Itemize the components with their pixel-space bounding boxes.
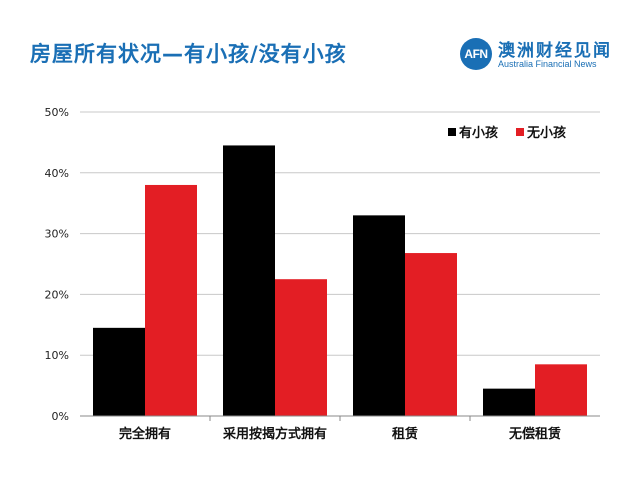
- x-category-label: 租赁: [392, 426, 418, 442]
- y-tick-label: 20%: [45, 288, 69, 301]
- bar-without-children: [275, 279, 327, 416]
- x-category-label: 无偿租赁: [508, 426, 561, 442]
- bars: [93, 145, 587, 416]
- legend-label: 无小孩: [526, 125, 566, 141]
- legend: 有小孩 无小孩: [448, 125, 566, 141]
- bar-without-children: [405, 253, 457, 416]
- y-tick-label: 0%: [52, 410, 69, 423]
- y-tick-label: 30%: [45, 228, 69, 241]
- y-tick-label: 50%: [45, 106, 69, 119]
- bar-with-children: [483, 388, 535, 416]
- brand-name: 澳洲财经见闻: [498, 41, 612, 61]
- legend-label: 有小孩: [459, 125, 498, 141]
- y-tick-label: 40%: [45, 167, 69, 180]
- x-axis-labels: 完全拥有 采用按揭方式拥有 租赁 无偿租赁: [119, 426, 561, 442]
- brand-block: AFN 澳洲财经见闻 Australia Financial News: [460, 38, 636, 72]
- bar-with-children: [93, 327, 145, 416]
- y-axis-ticks: 0% 10% 20% 30% 40% 50%: [45, 106, 69, 423]
- afn-logo-icon: AFN: [460, 38, 492, 70]
- legend-swatch: [516, 128, 524, 136]
- axes: [80, 415, 600, 421]
- bar-with-children: [223, 145, 275, 416]
- legend-swatch: [448, 128, 456, 136]
- bar-without-children: [145, 184, 197, 416]
- bar-without-children: [535, 364, 587, 416]
- y-tick-label: 10%: [45, 349, 69, 362]
- x-category-label: 采用按揭方式拥有: [222, 426, 327, 442]
- bar-with-children: [353, 215, 405, 416]
- chart-title: 房屋所有状况—有小孩/没有小孩: [30, 42, 347, 66]
- x-category-label: 完全拥有: [119, 426, 171, 442]
- brand-subtitle: Australia Financial News: [498, 59, 597, 69]
